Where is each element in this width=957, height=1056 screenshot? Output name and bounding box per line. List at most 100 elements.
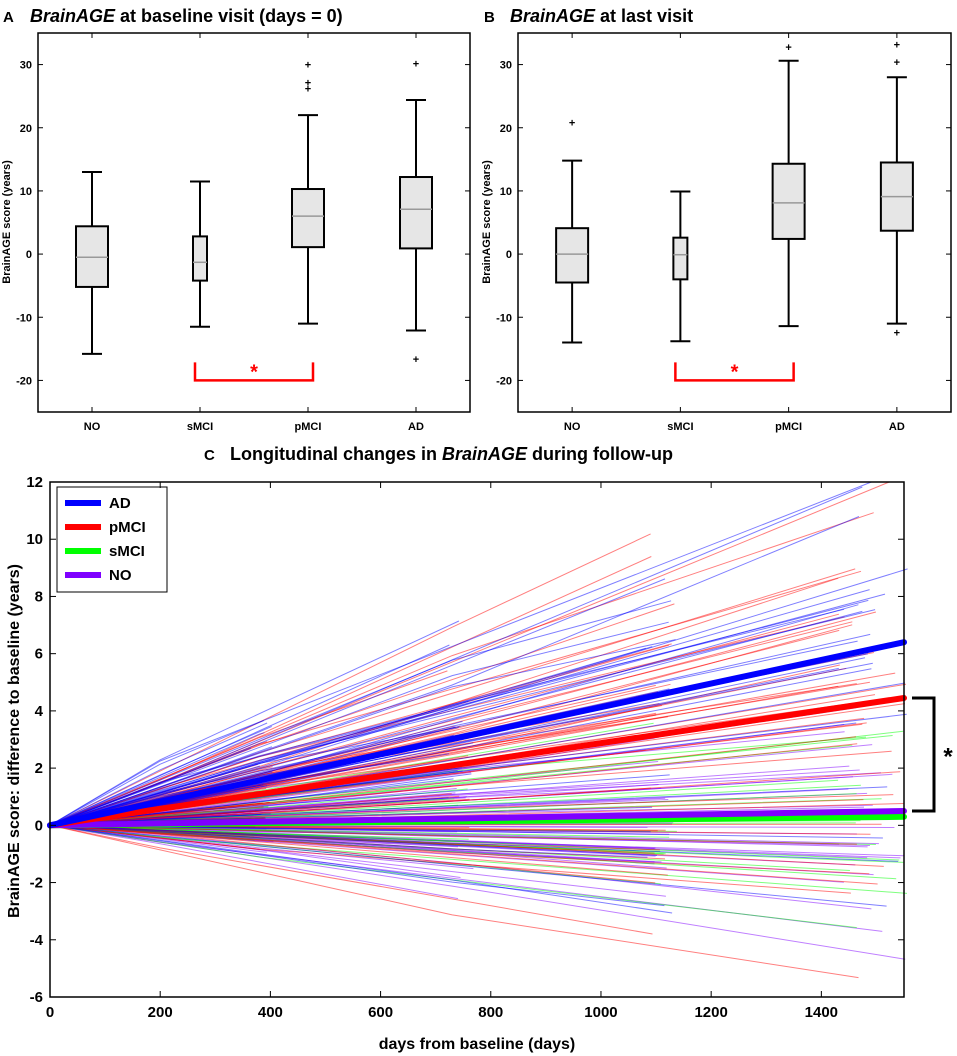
group-mean-lines [47, 639, 907, 829]
series-line-pmci [47, 695, 907, 829]
legend-label-no: NO [109, 567, 132, 584]
trajectory-no [49, 824, 267, 853]
significance-star: * [250, 361, 258, 383]
x-tick-label: NO [84, 421, 101, 433]
box-ad-outlier: + [413, 354, 419, 366]
box-ad-outlier: + [894, 39, 900, 51]
panel-a-axes-frame [37, 32, 471, 413]
trajectory-ad [49, 824, 665, 907]
panel-b-letter: B [484, 9, 495, 26]
trajectory-ad [49, 621, 669, 826]
y-tick-label: 4 [35, 703, 44, 720]
y-tick-label: 0 [506, 249, 512, 261]
trajectory-ad [49, 700, 469, 826]
box-pmci-iqr [771, 162, 806, 240]
panel-a: A BrainAGE at baseline visit (days = 0) … [1, 6, 471, 433]
y-tick-label: 6 [35, 646, 43, 663]
trajectory-ad [49, 824, 658, 856]
trajectory-pmci [49, 824, 859, 979]
legend-label-pmci: pMCI [109, 519, 146, 536]
x-tick-label: 1400 [805, 1004, 838, 1021]
panel-c-letter: C [204, 447, 215, 464]
x-tick-label: NO [564, 421, 581, 433]
x-tick-label: 0 [46, 1004, 54, 1021]
significance-bracket [193, 362, 315, 382]
trajectory-pmci [49, 824, 870, 875]
trajectory-ad [49, 516, 860, 826]
trajectory-ad [49, 568, 908, 826]
y-tick-label: 20 [20, 123, 32, 135]
panel-b-axes-frame [517, 32, 952, 413]
y-tick-label: 10 [26, 531, 43, 548]
y-tick-label: -6 [30, 989, 43, 1006]
x-tick-label: 1200 [694, 1004, 727, 1021]
legend-label-ad: AD [109, 495, 131, 512]
trajectory-pmci [49, 824, 668, 876]
x-tick-label: AD [408, 421, 424, 433]
trajectory-no [49, 824, 459, 900]
x-tick-label: 600 [368, 1004, 393, 1021]
trajectory-ad [49, 639, 676, 826]
y-tick-label: 8 [35, 588, 43, 605]
significance-bracket [674, 362, 795, 382]
significance-star: * [943, 744, 953, 771]
trajectory-ad [49, 486, 863, 826]
panel-b-y-axis-label: BrainAGE score (years) [481, 160, 493, 284]
trajectory-ad [49, 720, 264, 826]
trajectory-ad [49, 720, 463, 826]
panel-a-y-axis-label: BrainAGE score (years) [1, 160, 13, 284]
significance-star: * [731, 361, 739, 383]
panel-c-axes-frame [49, 481, 905, 998]
x-tick-label: 200 [148, 1004, 173, 1021]
individual-trajectories [49, 481, 908, 979]
box-pmci-outlier: + [305, 77, 311, 89]
box-pmci-outlier: + [305, 60, 311, 72]
panel-c-title: Longitudinal changes in BrainAGE during … [230, 444, 673, 464]
y-tick-label: 2 [35, 760, 43, 777]
legend-label-smci: sMCI [109, 543, 145, 560]
trajectory-ad [49, 578, 666, 826]
box-ad-outlier: + [894, 57, 900, 69]
x-tick-label: sMCI [667, 421, 693, 433]
y-tick-label: -20 [496, 375, 512, 387]
box-smci-iqr [672, 236, 689, 281]
panel-b: B BrainAGE at last visit BrainAGE score … [481, 6, 952, 433]
panel-a-letter: A [3, 9, 14, 26]
y-tick-label: 12 [26, 474, 43, 491]
trajectory-ad [49, 589, 870, 826]
y-tick-label: 30 [500, 60, 512, 72]
x-tick-label: AD [889, 421, 905, 433]
y-tick-label: -2 [30, 875, 43, 892]
y-tick-label: -10 [496, 312, 512, 324]
trajectory-ad [49, 824, 887, 907]
trajectory-pmci [49, 824, 653, 935]
panel-c-y-axis-label: BrainAGE score: difference to baseline (… [6, 564, 23, 918]
x-tick-label: 1000 [584, 1004, 617, 1021]
box-ad-outlier: + [894, 327, 900, 339]
trajectory-ad [49, 481, 872, 826]
box-pmci-outlier: + [305, 84, 311, 96]
panel-a-title: BrainAGE at baseline visit (days = 0) [30, 6, 343, 26]
series-line-no [47, 808, 907, 829]
y-tick-label: 0 [35, 817, 43, 834]
trajectory-pmci [49, 512, 874, 826]
box-pmci-iqr [291, 188, 325, 249]
trajectory-ad [49, 725, 272, 826]
x-tick-label: pMCI [295, 421, 322, 433]
box-no-iqr [555, 227, 590, 284]
trajectory-ad [49, 824, 673, 914]
box-pmci-outlier: + [785, 42, 791, 54]
trajectory-ad [49, 824, 899, 862]
y-tick-label: 0 [26, 249, 32, 261]
y-tick-label: -20 [16, 375, 32, 387]
trajectory-ad [49, 609, 876, 826]
x-tick-label: pMCI [775, 421, 802, 433]
box-ad-outlier: + [413, 58, 419, 70]
x-tick-label: 400 [258, 1004, 283, 1021]
panel-b-title: BrainAGE at last visit [510, 6, 693, 26]
trajectory-smci [49, 824, 857, 929]
panel-c: C Longitudinal changes in BrainAGE durin… [6, 444, 953, 1053]
trajectory-ad [49, 722, 268, 826]
y-tick-label: 20 [500, 123, 512, 135]
